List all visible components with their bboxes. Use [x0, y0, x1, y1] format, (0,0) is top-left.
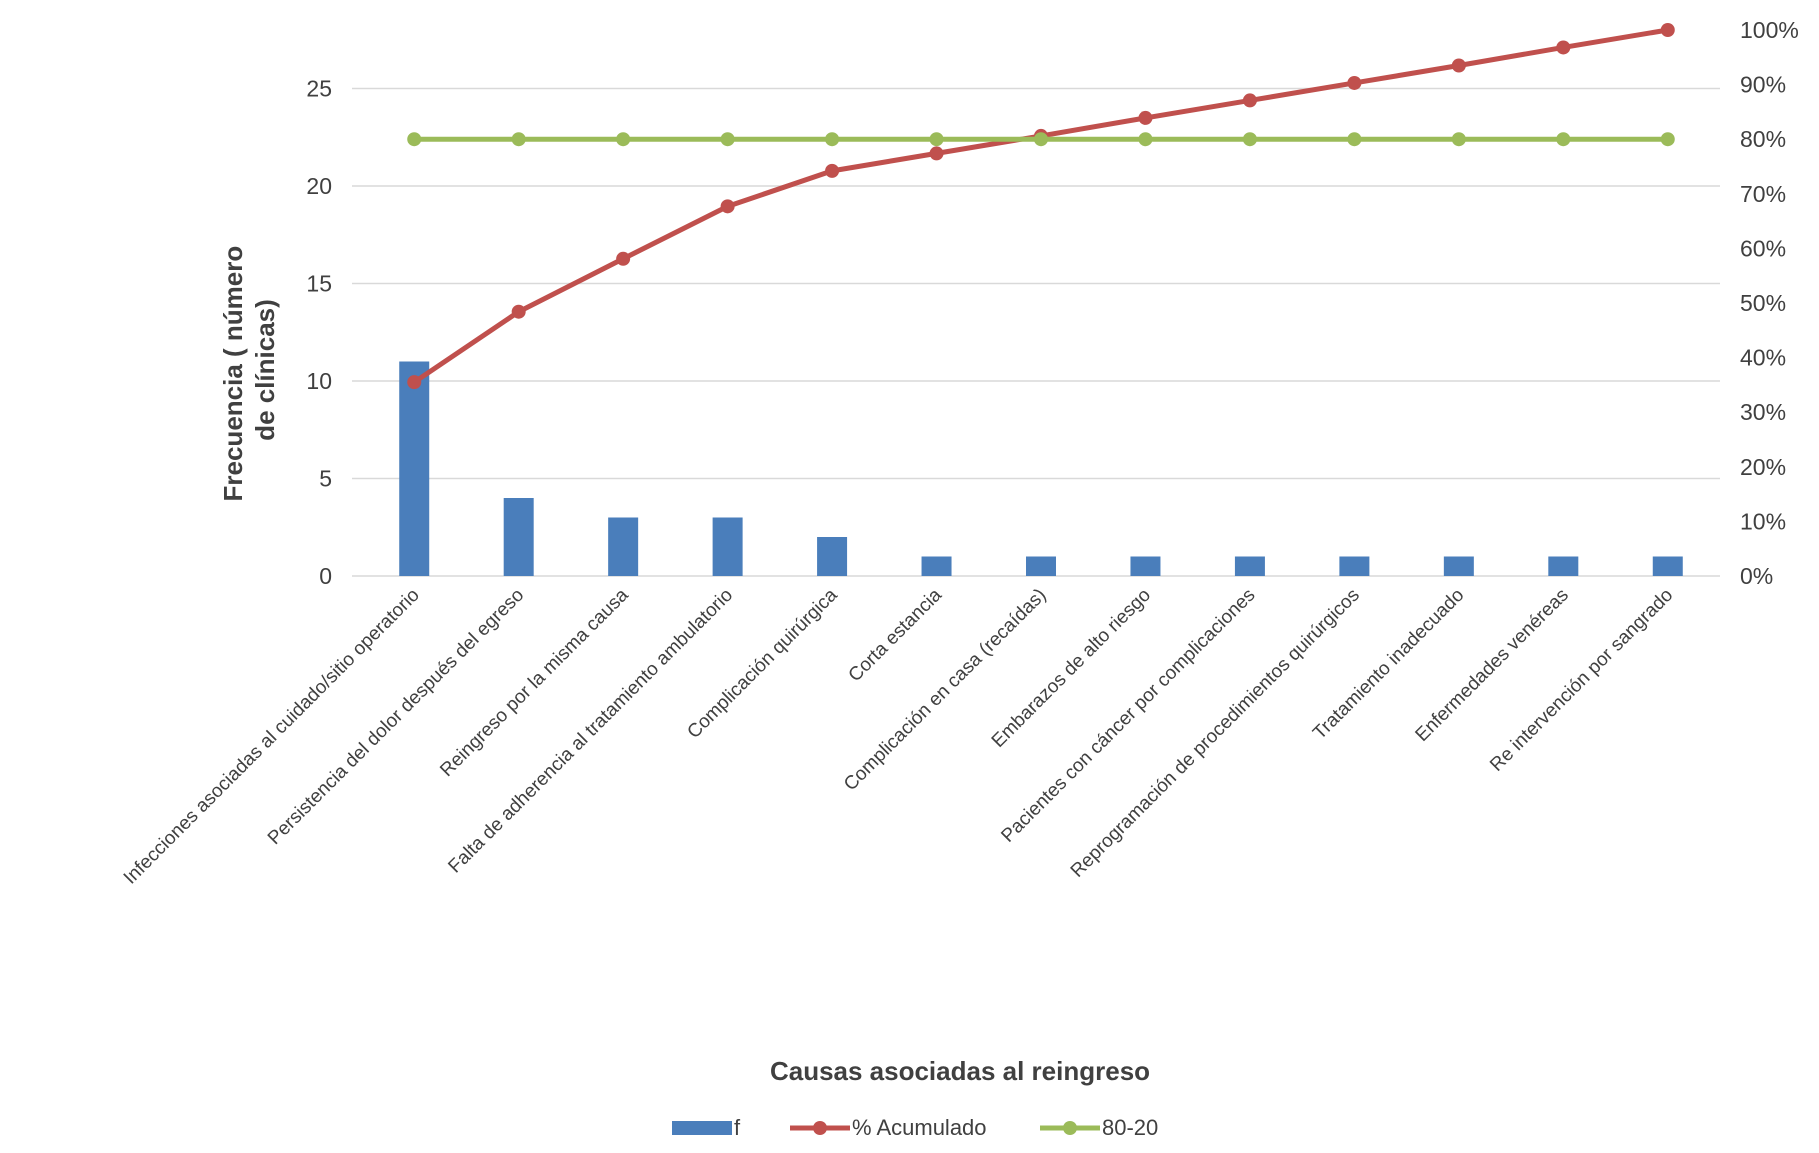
series-point [1242, 132, 1257, 147]
series-point [1451, 58, 1466, 73]
y2-tick-label: 90% [1740, 72, 1786, 98]
series-point [1451, 132, 1466, 147]
series-point [1138, 132, 1153, 147]
series-point [929, 132, 944, 147]
series-point [1347, 132, 1362, 147]
x-tick-label: Re intervención por sangrado [1486, 585, 1677, 776]
series-point [616, 251, 631, 266]
series-line [412, 27, 1669, 385]
series-point [825, 132, 840, 147]
y2-tick-label: 70% [1740, 181, 1786, 207]
y2-tick-label: 60% [1740, 235, 1786, 261]
y-tick-label: 25 [306, 76, 332, 102]
series-point [407, 132, 422, 147]
y2-tick-label: 0% [1740, 563, 1773, 589]
y2-tick-label: 10% [1740, 508, 1786, 534]
category-labels: Infecciones asociadas al cuidado/sitio o… [120, 584, 1677, 888]
series-point [1034, 132, 1048, 147]
series-point [407, 375, 422, 390]
x-axis-title: Causas asociadas al reingreso [770, 1056, 1150, 1086]
bar [817, 537, 848, 576]
series-point [1556, 132, 1571, 147]
bar-series-f [399, 361, 1683, 576]
bar [1548, 556, 1579, 576]
legend-label: 80-20 [1102, 1115, 1158, 1140]
y-tick-label: 5 [319, 466, 332, 492]
bar [608, 517, 639, 576]
legend-label: % Acumulado [852, 1115, 987, 1140]
gridlines [352, 87, 1720, 577]
series-point [511, 304, 526, 319]
y-tick-label: 0 [319, 563, 332, 589]
bar [1234, 556, 1265, 576]
bar [1652, 556, 1683, 576]
series-point [720, 199, 735, 214]
bar [921, 556, 952, 576]
y-axis-title-line-1: Frecuencia ( número [218, 246, 248, 502]
y2-tick-label: 80% [1740, 126, 1786, 152]
x-tick-label: Corta estancia [845, 584, 947, 686]
axes: 0 5 10 15 20 25 0% 10% 20% 30% 40% 50% 60% 70% 80% 90% 1… [306, 17, 1798, 589]
legend-swatch [672, 1121, 732, 1135]
series-point [1242, 93, 1257, 108]
y-tick-label: 20 [306, 173, 332, 199]
series-point [825, 163, 840, 178]
bar [1443, 556, 1474, 576]
series-point [1347, 75, 1362, 90]
y2-tick-label: 30% [1740, 399, 1786, 425]
y2-tick-label: 50% [1740, 290, 1786, 316]
legend-marker [1063, 1121, 1077, 1135]
y-tick-label: 10 [306, 368, 332, 394]
series-point [929, 146, 944, 161]
series-point [1138, 110, 1153, 125]
bar [503, 498, 534, 576]
series-point [1660, 23, 1675, 37]
legend-label: f [734, 1115, 741, 1140]
legend: f % Acumulado 80-20 [672, 1115, 1158, 1140]
bar [1130, 556, 1161, 576]
series-point [720, 132, 735, 147]
y2-tick-label: 100% [1740, 17, 1799, 43]
series-point [616, 132, 631, 147]
series-point [511, 132, 526, 147]
bar [1339, 556, 1370, 576]
line-series [407, 23, 1675, 390]
y-tick-label: 15 [306, 271, 332, 297]
x-tick-label: Complicación en casa (recaídas) [840, 585, 1050, 795]
legend-marker [813, 1121, 827, 1135]
y-axis-title-line-2: de clínicas) [250, 299, 280, 441]
y2-tick-label: 20% [1740, 454, 1786, 480]
y-axis-title: Frecuencia ( número de clínicas) [218, 239, 280, 502]
bar [1026, 556, 1056, 576]
x-tick-label: Reingreso por la misma causa [436, 584, 633, 781]
series-point [1556, 40, 1571, 55]
bar [399, 361, 430, 576]
series-point [1660, 132, 1675, 147]
bar [712, 517, 743, 576]
y2-tick-label: 40% [1740, 345, 1786, 371]
